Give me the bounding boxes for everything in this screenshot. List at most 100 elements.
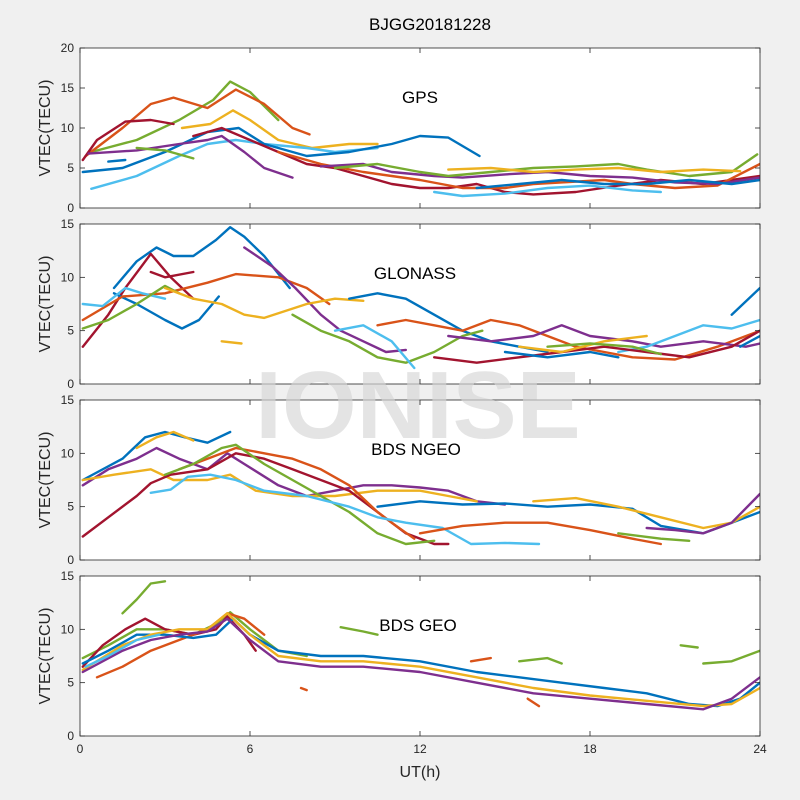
- y-tick-label: 0: [67, 729, 74, 743]
- series-line-2: [81, 118, 175, 162]
- series-line-2: [112, 292, 220, 330]
- series-line-13: [333, 324, 416, 370]
- y-tick-label: 20: [61, 41, 75, 55]
- series-line-13: [433, 184, 662, 198]
- y-tick-label: 10: [61, 622, 75, 636]
- plot-area: [80, 576, 760, 736]
- chart-title: BJGG20181228: [369, 15, 491, 34]
- series-line-11: [291, 313, 484, 364]
- series-line-13: [679, 644, 699, 649]
- y-tick-label: 15: [61, 81, 75, 95]
- panel-label: BDS NGEO: [371, 440, 461, 459]
- panel-label: GPS: [402, 88, 438, 107]
- panel-label: BDS GEO: [379, 616, 456, 635]
- y-tick-label: 5: [67, 161, 74, 175]
- series-line-6: [163, 443, 436, 546]
- series-line-11: [319, 162, 760, 186]
- series-line-8: [220, 340, 243, 345]
- series-line-12: [333, 153, 759, 178]
- series-group: [81, 80, 760, 198]
- series-line-19: [546, 342, 662, 356]
- series-line-1: [135, 430, 195, 450]
- series-line-2: [81, 446, 507, 506]
- series-line-6: [81, 617, 760, 711]
- y-tick-label: 5: [67, 676, 74, 690]
- series-line-16: [433, 329, 760, 364]
- panel-label: GLONASS: [374, 264, 456, 283]
- series-line-6: [81, 284, 181, 330]
- series-line-3: [81, 468, 478, 503]
- series-line-15: [447, 166, 742, 174]
- x-tick-label: 12: [413, 742, 427, 756]
- panel-1: 0 5 10 15 VTEC(TECU) GLONASS: [37, 217, 761, 391]
- series-line-3: [95, 612, 266, 679]
- x-tick-label: 6: [247, 742, 254, 756]
- series-line-7: [163, 286, 365, 320]
- series-line-18: [518, 334, 648, 354]
- series-line-8: [135, 146, 195, 160]
- series-line-14: [475, 178, 760, 190]
- y-tick-label: 15: [61, 217, 75, 231]
- series-line-8: [299, 686, 308, 692]
- series-line-7: [107, 158, 127, 163]
- x-tick-label: 0: [77, 742, 84, 756]
- y-tick-label: 5: [67, 324, 74, 338]
- series-line-0: [112, 226, 291, 290]
- series-line-7: [84, 633, 161, 668]
- x-axis-label: UT(h): [400, 764, 441, 781]
- series-line-9: [418, 521, 662, 546]
- y-tick-label: 15: [61, 569, 75, 583]
- series-line-5: [81, 126, 481, 174]
- series-line-7: [149, 473, 541, 546]
- panel-3: 0 5 10 15 0 6 12 18 24 VTEC(TECU) BDS GEO: [37, 569, 767, 756]
- series-line-15: [617, 318, 760, 354]
- y-tick-label: 10: [61, 121, 75, 135]
- x-tick-label: 24: [753, 742, 767, 756]
- series-line-12: [376, 318, 760, 361]
- y-axis-label: VTEC(TECU): [37, 432, 54, 529]
- series-line-11: [518, 656, 563, 665]
- series-line-5: [81, 612, 760, 708]
- series-line-12: [526, 697, 541, 708]
- series-line-9: [339, 626, 379, 636]
- panels: 0 5 10 15 20 VTEC(TECU) GPS 0 5 10 15 VTEC(TECU) GLO…: [37, 41, 767, 756]
- series-line-1: [81, 252, 195, 348]
- series-line-12: [617, 532, 691, 542]
- y-axis-label: VTEC(TECU): [37, 608, 54, 705]
- series-group: [81, 580, 760, 711]
- y-tick-label: 10: [61, 270, 75, 284]
- series-line-4: [243, 246, 407, 354]
- y-tick-label: 5: [67, 500, 74, 514]
- y-tick-label: 0: [67, 553, 74, 567]
- series-line-11: [645, 492, 760, 535]
- y-axis-label: VTEC(TECU): [37, 256, 54, 353]
- series-line-10: [469, 656, 492, 663]
- series-line-9: [149, 270, 195, 279]
- series-line-0: [90, 80, 280, 154]
- series-line-10: [277, 150, 760, 190]
- series-line-4: [90, 138, 379, 190]
- y-axis-label: VTEC(TECU): [37, 80, 54, 177]
- y-tick-label: 10: [61, 446, 75, 460]
- x-tick-label: 18: [583, 742, 597, 756]
- series-line-5: [178, 446, 416, 540]
- panel-2: 0 5 10 15 VTEC(TECU) BDS NGEO: [37, 393, 761, 567]
- series-line-21: [739, 334, 760, 348]
- series-line-14: [702, 649, 760, 665]
- series-line-3: [81, 272, 331, 322]
- y-tick-label: 0: [67, 377, 74, 391]
- series-line-14: [447, 324, 760, 348]
- series-line-0: [81, 430, 232, 482]
- series-line-1: [121, 580, 167, 615]
- series-line-10: [348, 292, 549, 354]
- series-group: [81, 430, 760, 546]
- series-line-17: [503, 350, 620, 359]
- panel-0: 0 5 10 15 20 VTEC(TECU) GPS: [37, 41, 761, 215]
- y-tick-label: 15: [61, 393, 75, 407]
- series-group: [81, 226, 760, 370]
- watermark: IONISE: [255, 352, 580, 459]
- series-line-3: [180, 109, 379, 150]
- y-tick-label: 0: [67, 201, 74, 215]
- series-line-20: [730, 286, 760, 316]
